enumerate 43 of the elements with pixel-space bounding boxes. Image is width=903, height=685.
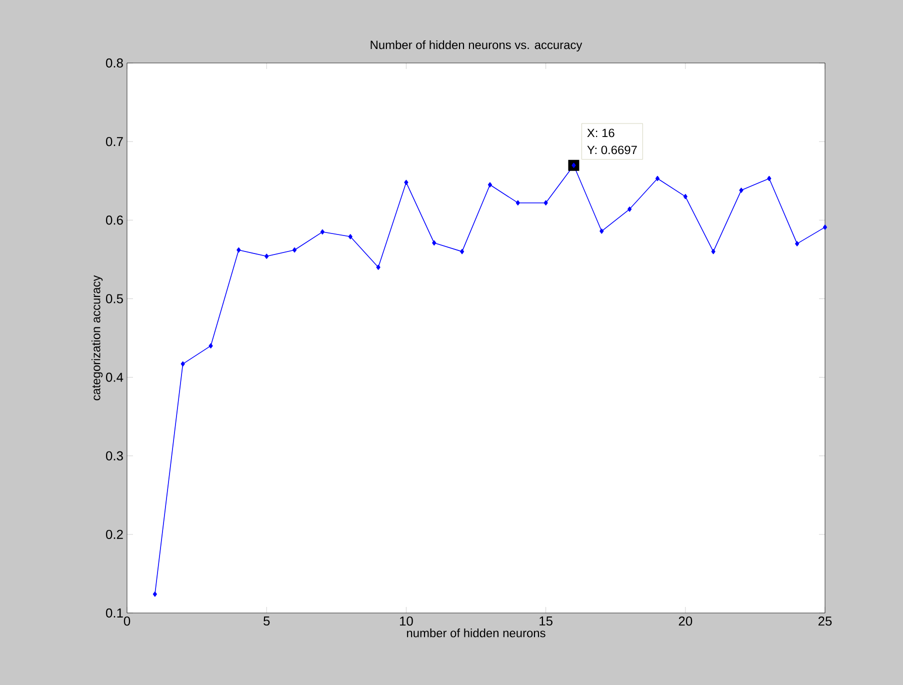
point <box>404 180 408 186</box>
point <box>320 229 324 235</box>
point <box>432 240 436 246</box>
point <box>655 176 660 182</box>
x-tick-label: 20 <box>678 616 692 626</box>
point <box>180 361 185 367</box>
point <box>516 200 520 206</box>
x-tick-label: 10 <box>400 616 413 626</box>
x-axis-title: number of hidden neurons <box>407 628 546 638</box>
chart-title: Number of hidden neurons vs. accuracy <box>370 40 582 52</box>
y-tick-label: 0.2 <box>106 530 123 539</box>
y-axis-title: categorization accuracy <box>92 275 103 400</box>
point <box>544 200 548 206</box>
y-tick-label: 0.7 <box>106 136 123 146</box>
y-tick-label: 0.1 <box>106 608 123 618</box>
point <box>152 592 157 597</box>
point <box>460 248 464 254</box>
point <box>348 234 352 240</box>
y-tick-label: 0.6 <box>106 216 123 225</box>
annotation: Y: 0.6697 <box>587 146 637 154</box>
point <box>376 264 380 270</box>
x-tick-label: 5 <box>264 616 270 626</box>
point <box>236 247 241 253</box>
y-tick-label: 0.8 <box>106 58 123 68</box>
point <box>208 343 213 348</box>
x-tick-label: 15 <box>540 616 552 626</box>
point <box>767 176 772 182</box>
y-tick-label: 0.4 <box>106 372 124 382</box>
y-tick-label: 0.5 <box>106 294 123 304</box>
point <box>600 228 604 234</box>
point <box>628 206 632 212</box>
x-tick-label: 25 <box>818 616 832 626</box>
y-tick-label: 0.3 <box>106 451 123 460</box>
point <box>292 247 297 253</box>
x-tick-label: 0 <box>124 616 130 626</box>
point <box>822 224 828 230</box>
annotation: X: 16 <box>587 128 614 138</box>
point <box>711 248 716 254</box>
point <box>739 188 744 193</box>
point <box>264 254 269 259</box>
point <box>683 194 688 200</box>
point <box>795 241 800 246</box>
point <box>488 182 492 188</box>
